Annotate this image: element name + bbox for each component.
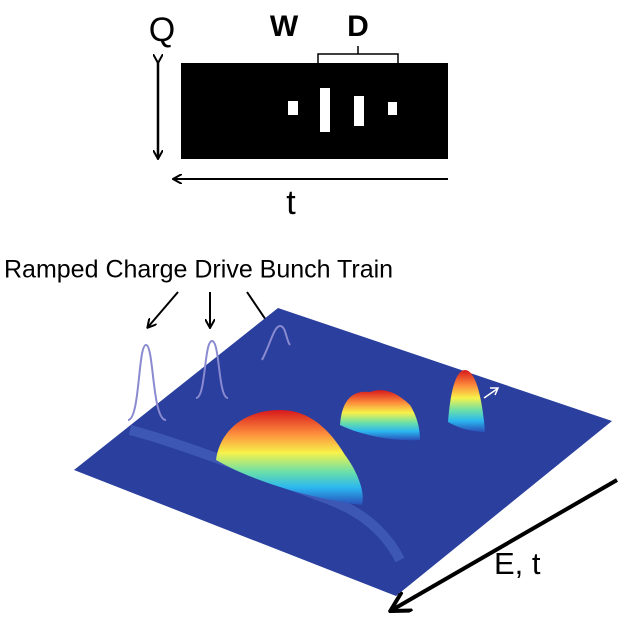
drive-bunch bbox=[320, 88, 330, 132]
pointer-arrow bbox=[148, 292, 178, 327]
d-label: D bbox=[347, 10, 369, 43]
t-label: t bbox=[286, 184, 296, 222]
figure: Q W D t Ramped Charge Drive Bunch Train … bbox=[0, 0, 619, 628]
q-label: Q bbox=[149, 11, 175, 49]
beam-box bbox=[181, 63, 448, 159]
drive-bunch bbox=[388, 102, 397, 115]
drive-bunch bbox=[354, 96, 364, 126]
plot-title: Ramped Charge Drive Bunch Train bbox=[4, 256, 393, 284]
et-label: E, t bbox=[494, 546, 541, 581]
witness-bunch bbox=[288, 101, 298, 115]
w-label: W bbox=[270, 10, 299, 43]
